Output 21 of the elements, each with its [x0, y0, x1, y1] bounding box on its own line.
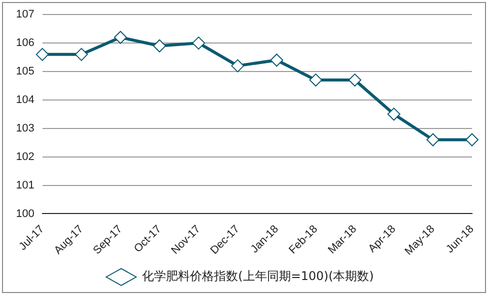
- point: [36, 48, 49, 61]
- point: [466, 133, 478, 146]
- point: [348, 74, 362, 87]
- point: [270, 54, 284, 67]
- point: [309, 74, 322, 87]
- legend-label: 化学肥料价格指数(上年同期=100)(本期数): [142, 269, 374, 284]
- y-tick-label: 103: [16, 122, 34, 134]
- point: [74, 48, 88, 61]
- y-tick-label: 107: [16, 8, 34, 21]
- point: [426, 133, 440, 146]
- point: [114, 30, 127, 44]
- point: [153, 39, 166, 52]
- y-tick-label: 104: [16, 94, 34, 106]
- point: [192, 36, 206, 50]
- y-tick-label: 105: [16, 66, 34, 78]
- point: [231, 59, 244, 72]
- point: [387, 108, 400, 121]
- y-tick-label: 102: [16, 150, 34, 163]
- y-tick-label: 100: [16, 208, 34, 220]
- y-tick-label: 101: [16, 179, 34, 192]
- y-tick-label: 106: [16, 37, 34, 50]
